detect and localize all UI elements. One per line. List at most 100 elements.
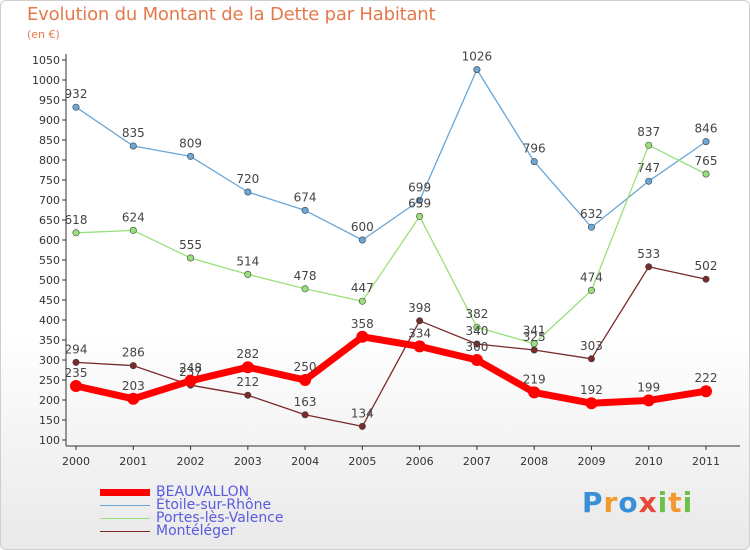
legend-swatch-portes: [100, 518, 150, 519]
data-label: 325: [523, 330, 546, 344]
data-point: [244, 188, 252, 196]
data-point: [642, 394, 655, 407]
data-label: 303: [580, 339, 603, 353]
data-label: 765: [695, 154, 718, 168]
data-label: 248: [179, 361, 202, 375]
data-label: 382: [465, 307, 488, 321]
y-tick-label: 800: [39, 154, 60, 167]
series-line-1: [75, 68, 707, 241]
logo-letter: i: [657, 486, 669, 519]
data-point: [587, 286, 595, 294]
data-point: [301, 411, 309, 419]
data-label: 163: [294, 395, 317, 409]
data-point: [129, 362, 137, 370]
data-label: 334: [408, 326, 431, 340]
y-tick-label: 1050: [32, 54, 60, 67]
data-label: 212: [236, 375, 259, 389]
legend-label: Montéléger: [156, 523, 236, 539]
legend-item-monteleger: Montéléger: [100, 523, 360, 539]
legend-swatch-monteleger: [100, 531, 150, 532]
data-point: [184, 374, 197, 387]
data-label: 533: [637, 247, 660, 261]
data-label: 250: [294, 360, 317, 374]
legend-label: BEAUVALLON: [156, 484, 250, 500]
data-point: [127, 392, 140, 405]
data-label: 341: [523, 324, 546, 338]
y-tick-label: 600: [39, 234, 60, 247]
data-point: [473, 323, 481, 331]
x-tick-label: 2008: [520, 455, 548, 468]
data-point: [416, 196, 424, 204]
data-label: 199: [637, 380, 660, 394]
data-point: [702, 138, 710, 146]
data-point: [358, 297, 366, 305]
data-point: [187, 254, 195, 262]
data-point: [299, 374, 312, 386]
data-point: [129, 226, 137, 234]
chart-subtitle: (en €): [27, 28, 60, 41]
y-tick-label: 400: [39, 314, 60, 327]
data-point: [301, 206, 309, 214]
data-label: 478: [294, 269, 317, 283]
data-label: 809: [179, 136, 202, 150]
logo-letter: x: [638, 486, 658, 519]
data-point: [473, 66, 481, 74]
y-tick-label: 150: [39, 414, 60, 427]
proxiti-logo: Proxiti: [582, 486, 693, 519]
data-point: [356, 330, 369, 343]
logo-letter: o: [618, 486, 639, 519]
data-point: [585, 397, 598, 410]
y-tick-label: 1000: [32, 74, 60, 87]
data-label: 474: [580, 270, 603, 284]
y-tick-label: 850: [39, 134, 60, 147]
x-tick-label: 2007: [463, 455, 491, 468]
data-label: 796: [523, 142, 546, 156]
data-point: [72, 229, 80, 237]
y-tick-label: 300: [39, 354, 60, 367]
y-tick-label: 250: [39, 374, 60, 387]
data-label: 659: [408, 196, 431, 210]
x-tick-label: 2009: [577, 455, 605, 468]
data-point: [241, 361, 254, 374]
data-label: 632: [580, 207, 603, 221]
data-point: [358, 422, 366, 430]
data-point: [187, 152, 195, 160]
data-point: [702, 170, 710, 178]
y-tick-label: 900: [39, 114, 60, 127]
legend: BEAUVALLON Étoile-sur-Rhône Portes-lès-V…: [100, 484, 360, 539]
y-tick-label: 950: [39, 94, 60, 107]
data-label: 835: [122, 126, 145, 140]
data-point: [358, 236, 366, 244]
data-label: 720: [236, 172, 259, 186]
x-tick-label: 2002: [177, 455, 205, 468]
y-tick-label: 350: [39, 334, 60, 347]
legend-label: Étoile-sur-Rhône: [156, 497, 272, 513]
data-label: 340: [465, 324, 488, 338]
x-tick-label: 2001: [119, 455, 147, 468]
y-tick-label: 450: [39, 294, 60, 307]
data-label: 134: [351, 406, 374, 420]
data-label: 203: [122, 379, 145, 393]
logo-letter: P: [582, 486, 604, 519]
x-tick-label: 2005: [348, 455, 376, 468]
data-label: 837: [637, 125, 660, 139]
data-point: [244, 270, 252, 278]
data-label: 447: [351, 281, 374, 295]
data-label: 286: [122, 346, 145, 360]
data-label: 222: [695, 371, 718, 385]
data-label: 398: [408, 301, 431, 315]
data-point: [129, 142, 137, 150]
data-point: [470, 354, 483, 366]
series-line-2: [75, 144, 707, 345]
x-tick-label: 2003: [234, 455, 262, 468]
data-label: 1026: [462, 50, 493, 64]
y-tick-label: 200: [39, 394, 60, 407]
data-point: [72, 358, 80, 366]
logo-letter: r: [603, 486, 619, 519]
chart-title: Evolution du Montant de la Dette par Hab…: [27, 4, 436, 25]
x-tick-label: 2006: [406, 455, 434, 468]
y-tick-label: 550: [39, 254, 60, 267]
logo-letter: t: [668, 486, 683, 519]
